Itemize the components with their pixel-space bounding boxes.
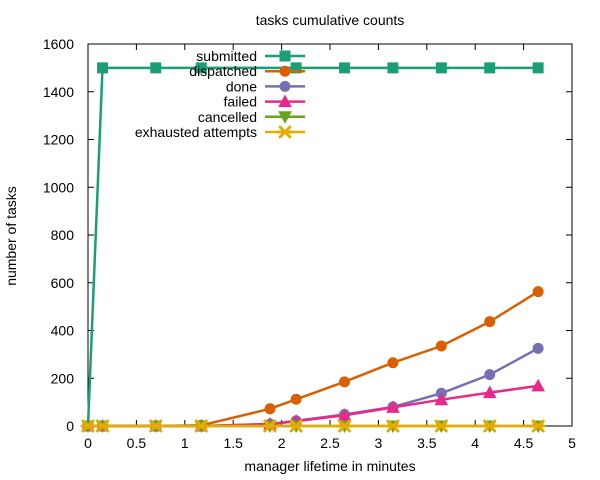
data-point <box>385 419 401 433</box>
data-point <box>532 62 544 74</box>
data-point <box>387 357 399 369</box>
y-tick-label: 0 <box>66 418 74 434</box>
data-point <box>337 408 352 421</box>
data-point <box>288 419 304 433</box>
legend-label: exhausted attempts <box>135 124 257 140</box>
series-layer <box>80 62 546 434</box>
legend-swatch-marker <box>278 111 292 124</box>
data-point <box>387 62 399 74</box>
data-point <box>148 419 164 433</box>
legend-swatch-marker <box>277 125 293 139</box>
data-point <box>290 393 302 405</box>
y-tick-label: 200 <box>51 370 75 386</box>
legend-label: dispatched <box>189 63 257 79</box>
x-tick-label: 1 <box>181 435 189 451</box>
data-point <box>435 340 447 352</box>
data-point <box>80 419 96 433</box>
data-point <box>433 419 449 433</box>
y-tick-label: 600 <box>51 275 75 291</box>
series-line <box>88 290 539 428</box>
data-point <box>482 419 498 433</box>
legend-swatch-marker <box>278 94 292 108</box>
legend-label: done <box>226 78 257 94</box>
data-point <box>264 403 276 415</box>
x-tick-label: 0 <box>84 435 92 451</box>
data-point <box>262 419 278 433</box>
legend-entry: failed <box>224 94 305 110</box>
data-point <box>95 419 111 433</box>
data-point <box>434 392 449 406</box>
legend-label: submitted <box>196 48 257 64</box>
data-point <box>150 62 162 74</box>
data-point <box>195 62 207 74</box>
data-point <box>532 342 544 354</box>
legend-label: failed <box>224 94 257 110</box>
data-point <box>435 62 447 74</box>
plot-axes: 0 0.5 1 1.5 2 2.5 3 3.5 4 4.5 5 0 200 400 600 800 1000 12… <box>43 36 576 451</box>
x-axis-label: manager lifetime in minutes <box>244 458 415 474</box>
x-tick-label: 0.5 <box>127 435 147 451</box>
x-tick-label: 2.5 <box>320 435 340 451</box>
data-point <box>531 378 545 392</box>
data-point <box>337 419 353 433</box>
y-tick-label: 400 <box>51 323 75 339</box>
x-tick-label: 3.5 <box>417 435 437 451</box>
series-line <box>86 66 539 427</box>
y-tick-label: 1000 <box>43 179 74 195</box>
x-tick-label: 1.5 <box>223 435 243 451</box>
data-point <box>484 369 496 381</box>
series-dispatched <box>82 286 544 432</box>
data-point <box>484 316 496 328</box>
x-tick-label: 4.5 <box>514 435 534 451</box>
series-line <box>88 347 539 428</box>
series-exhausted-attempts <box>80 419 546 433</box>
legend-swatch-marker <box>279 65 291 77</box>
legend-entry: dispatched <box>189 63 305 79</box>
x-tick-label: 4 <box>471 435 479 451</box>
data-point <box>532 286 544 298</box>
legend: submitteddispatcheddonefailedcancelledex… <box>135 48 305 140</box>
series-submitted <box>82 62 544 432</box>
data-point <box>339 376 351 388</box>
data-point <box>484 62 496 74</box>
data-point <box>386 400 400 413</box>
data-point <box>193 419 209 433</box>
legend-entry: submitted <box>196 48 305 64</box>
legend-swatch-marker <box>279 80 291 92</box>
y-axis-label: number of tasks <box>3 186 19 286</box>
x-tick-label: 2 <box>278 435 286 451</box>
y-tick-label: 800 <box>51 227 75 243</box>
series-done <box>82 342 544 432</box>
legend-entry: exhausted attempts <box>135 124 305 140</box>
y-tick-label: 1400 <box>43 84 74 100</box>
y-tick-label: 1200 <box>43 132 74 148</box>
data-point <box>482 385 497 399</box>
x-tick-label: 3 <box>375 435 383 451</box>
legend-entry: cancelled <box>198 109 305 125</box>
x-tick-label: 5 <box>568 435 576 451</box>
data-point <box>97 62 109 74</box>
legend-swatch-marker <box>279 50 291 62</box>
legend-label: cancelled <box>198 109 257 125</box>
data-point <box>339 62 351 74</box>
data-point <box>290 62 302 74</box>
legend-entry: done <box>226 78 305 94</box>
y-tick-label: 1600 <box>43 36 74 52</box>
data-point <box>530 419 546 433</box>
chart-title: tasks cumulative counts <box>256 12 405 28</box>
